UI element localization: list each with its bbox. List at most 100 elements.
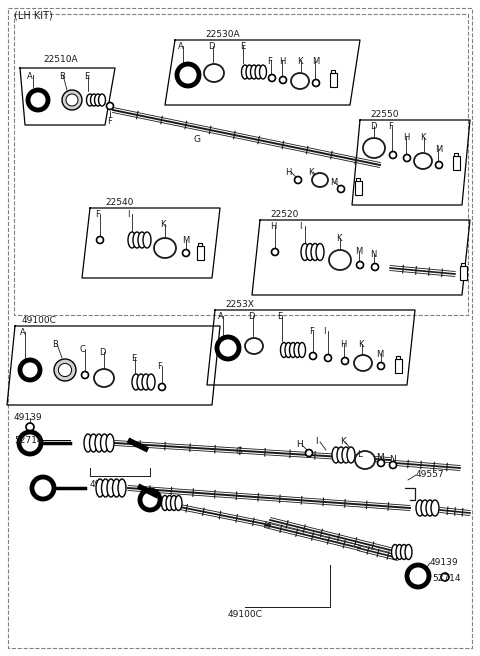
Ellipse shape bbox=[389, 462, 396, 468]
Ellipse shape bbox=[138, 232, 146, 248]
Text: F: F bbox=[309, 327, 314, 336]
Ellipse shape bbox=[86, 94, 94, 106]
Ellipse shape bbox=[133, 232, 141, 248]
Text: 52714: 52714 bbox=[432, 574, 460, 583]
Text: N: N bbox=[370, 250, 376, 259]
Ellipse shape bbox=[416, 500, 424, 516]
Ellipse shape bbox=[306, 243, 314, 260]
Ellipse shape bbox=[91, 94, 97, 106]
Ellipse shape bbox=[357, 262, 363, 268]
Text: A: A bbox=[178, 42, 184, 51]
Text: F: F bbox=[388, 122, 393, 131]
Text: C: C bbox=[80, 345, 86, 354]
Bar bbox=[395, 359, 401, 373]
Text: 49100C: 49100C bbox=[228, 610, 263, 619]
Circle shape bbox=[372, 264, 378, 270]
Text: K: K bbox=[336, 234, 341, 243]
Ellipse shape bbox=[299, 342, 305, 358]
Bar bbox=[396, 356, 400, 359]
Ellipse shape bbox=[95, 94, 101, 106]
Ellipse shape bbox=[89, 434, 97, 452]
Text: K: K bbox=[160, 220, 166, 229]
Text: H: H bbox=[403, 133, 409, 142]
Text: I: I bbox=[299, 222, 301, 231]
Ellipse shape bbox=[312, 79, 320, 87]
Circle shape bbox=[97, 237, 103, 243]
Bar bbox=[331, 70, 336, 73]
Ellipse shape bbox=[84, 434, 92, 452]
Text: H: H bbox=[270, 222, 276, 231]
Ellipse shape bbox=[301, 243, 309, 260]
Ellipse shape bbox=[107, 102, 113, 110]
Text: A: A bbox=[20, 328, 26, 337]
Ellipse shape bbox=[426, 500, 434, 516]
Bar bbox=[454, 154, 458, 156]
Ellipse shape bbox=[140, 490, 160, 510]
Ellipse shape bbox=[98, 94, 106, 106]
Ellipse shape bbox=[372, 264, 379, 270]
Text: 22540: 22540 bbox=[105, 198, 133, 207]
Text: D: D bbox=[208, 42, 215, 51]
Bar bbox=[356, 178, 360, 181]
Ellipse shape bbox=[62, 90, 82, 110]
Text: K: K bbox=[340, 437, 346, 446]
Ellipse shape bbox=[279, 77, 287, 83]
Ellipse shape bbox=[316, 243, 324, 260]
Ellipse shape bbox=[170, 495, 178, 510]
Ellipse shape bbox=[268, 75, 276, 81]
Ellipse shape bbox=[421, 500, 429, 516]
Ellipse shape bbox=[96, 237, 104, 243]
Ellipse shape bbox=[166, 495, 173, 510]
Circle shape bbox=[325, 355, 331, 361]
Text: F: F bbox=[95, 210, 100, 219]
Text: H: H bbox=[285, 168, 291, 177]
Text: I: I bbox=[323, 327, 325, 336]
Text: 49139: 49139 bbox=[430, 558, 458, 567]
Ellipse shape bbox=[54, 359, 76, 381]
Ellipse shape bbox=[285, 342, 292, 358]
Circle shape bbox=[404, 155, 410, 161]
Text: E: E bbox=[240, 42, 245, 51]
Text: M: M bbox=[312, 57, 319, 66]
Text: G: G bbox=[235, 447, 242, 456]
Text: M: M bbox=[376, 453, 384, 462]
Ellipse shape bbox=[28, 90, 48, 110]
Ellipse shape bbox=[407, 565, 429, 587]
Ellipse shape bbox=[66, 94, 78, 106]
Ellipse shape bbox=[405, 544, 412, 560]
Text: F: F bbox=[107, 117, 112, 126]
Circle shape bbox=[280, 77, 286, 83]
Text: G: G bbox=[193, 135, 200, 144]
Ellipse shape bbox=[260, 65, 266, 79]
Text: 52714: 52714 bbox=[14, 436, 43, 445]
Ellipse shape bbox=[255, 65, 262, 79]
Bar bbox=[355, 181, 361, 195]
Text: 2253X: 2253X bbox=[225, 300, 254, 309]
Text: I: I bbox=[127, 210, 130, 219]
Circle shape bbox=[390, 152, 396, 158]
Text: 22510A: 22510A bbox=[43, 55, 78, 64]
Text: H: H bbox=[296, 440, 303, 449]
Text: 22530A: 22530A bbox=[205, 30, 240, 39]
Ellipse shape bbox=[217, 337, 239, 359]
Ellipse shape bbox=[177, 64, 199, 86]
Bar bbox=[329, 73, 336, 87]
Ellipse shape bbox=[204, 64, 224, 82]
Ellipse shape bbox=[389, 152, 396, 159]
Ellipse shape bbox=[329, 250, 351, 270]
Ellipse shape bbox=[311, 243, 319, 260]
Ellipse shape bbox=[312, 173, 328, 187]
Ellipse shape bbox=[19, 432, 41, 454]
Text: B: B bbox=[52, 340, 58, 349]
Ellipse shape bbox=[100, 434, 108, 452]
Circle shape bbox=[390, 462, 396, 468]
Circle shape bbox=[82, 372, 88, 378]
Ellipse shape bbox=[161, 495, 168, 510]
Ellipse shape bbox=[377, 459, 384, 466]
Ellipse shape bbox=[280, 342, 288, 358]
Circle shape bbox=[310, 353, 316, 359]
Text: F: F bbox=[157, 362, 162, 371]
Ellipse shape bbox=[20, 360, 40, 380]
Text: F: F bbox=[267, 57, 272, 66]
Text: I: I bbox=[315, 437, 318, 446]
